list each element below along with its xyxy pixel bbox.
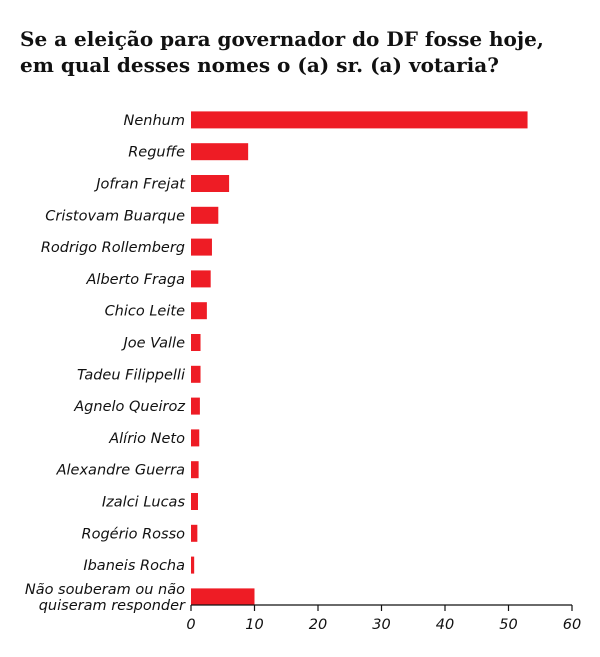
category-label-5: Alberto Fraga [86, 272, 185, 288]
bar-8 [191, 365, 201, 383]
category-label-11: Alexandre Guerra [56, 463, 185, 479]
bar-14 [191, 556, 195, 574]
category-label-7: Joe Valle [120, 336, 185, 352]
x-tick-label-4: 40 [436, 617, 454, 633]
bar-3 [191, 206, 219, 224]
bar-12 [191, 493, 198, 510]
bar-1 [191, 143, 249, 161]
x-tick-label-1: 10 [245, 617, 263, 633]
category-label-13: Rogério Rosso [82, 526, 186, 542]
category-label-6: Chico Leite [105, 304, 186, 320]
x-tick-label-5: 50 [499, 617, 517, 633]
category-label-4: Rodrigo Rollemberg [41, 240, 185, 256]
category-label-3: Cristovam Buarque [45, 208, 185, 224]
category-label-0: Nenhum [124, 113, 185, 129]
bar-5 [191, 270, 211, 288]
bars-group [191, 111, 528, 606]
category-labels-group: Nenhum Reguffe Jofran Frejat Cristovam Buar… [25, 113, 186, 614]
chart-title-line-2: em qual desses nomes o (a) sr. (a) votar… [20, 53, 499, 77]
bar-7 [191, 334, 201, 351]
bar-4 [191, 238, 212, 256]
x-axis: 0 10 20 30 40 50 60 [186, 604, 581, 633]
chart-title-line-1: Se a eleição para governador do DF fosse… [20, 27, 544, 51]
x-tick-label-3: 30 [372, 617, 390, 633]
bar-10 [191, 429, 200, 447]
category-label-2: Jofran Frejat [93, 177, 186, 193]
bar-2 [191, 175, 230, 192]
bar-11 [191, 461, 199, 479]
category-label-1: Reguffe [128, 145, 185, 161]
bar-0 [191, 111, 528, 129]
category-label-12: Izalci Lucas [102, 495, 186, 511]
bar-15 [191, 588, 255, 606]
x-tick-label-6: 60 [563, 617, 581, 633]
x-tick-label-2: 20 [309, 617, 327, 633]
category-label-15-line-0: Não souberam ou não [25, 582, 185, 598]
category-label-9: Agnelo Queiroz [73, 399, 185, 415]
bar-9 [191, 397, 200, 415]
bar-13 [191, 524, 198, 542]
x-tick-label-0: 0 [186, 617, 195, 633]
category-label-14: Ibaneis Rocha [83, 558, 185, 574]
category-label-10: Alírio Neto [108, 431, 185, 447]
bar-6 [191, 302, 207, 320]
category-label-15-line-1: quiseram responder [39, 598, 186, 614]
chart-title: Se a eleição para governador do DF fosse… [20, 26, 580, 78]
category-label-8: Tadeu Filippelli [77, 367, 185, 383]
